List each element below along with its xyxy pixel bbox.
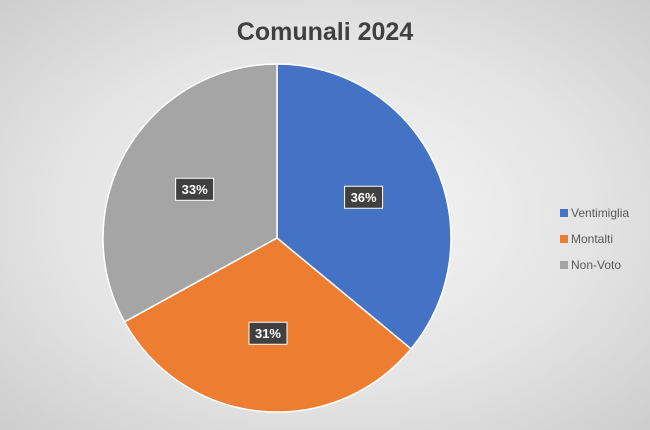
data-label-box [344, 185, 384, 209]
legend-label: Non-Voto [571, 258, 621, 272]
legend-swatch [560, 209, 568, 217]
data-labels-group: 36% 31% 33% [175, 177, 384, 345]
data-label-text: 31% [255, 326, 281, 341]
data-label-box [248, 321, 288, 345]
data-label-montalti: 31% [248, 321, 288, 345]
data-label-text: 36% [351, 190, 377, 205]
data-label-non-voto: 33% [175, 177, 215, 201]
legend-swatch [560, 235, 568, 243]
data-label-text: 33% [182, 182, 208, 197]
slices-group [102, 63, 452, 413]
data-label-ventimiglia: 36% [344, 185, 384, 209]
chart-title: Comunali 2024 [237, 18, 414, 46]
data-label-box [175, 177, 215, 201]
legend-swatch [560, 261, 568, 269]
legend: Ventimiglia Montalti Non-Voto [560, 206, 629, 272]
legend-label: Ventimiglia [571, 206, 629, 220]
legend-item-non-voto: Non-Voto [560, 258, 621, 272]
legend-label: Montalti [571, 232, 613, 246]
legend-item-montalti: Montalti [560, 232, 613, 246]
legend-item-ventimiglia: Ventimiglia [560, 206, 629, 220]
